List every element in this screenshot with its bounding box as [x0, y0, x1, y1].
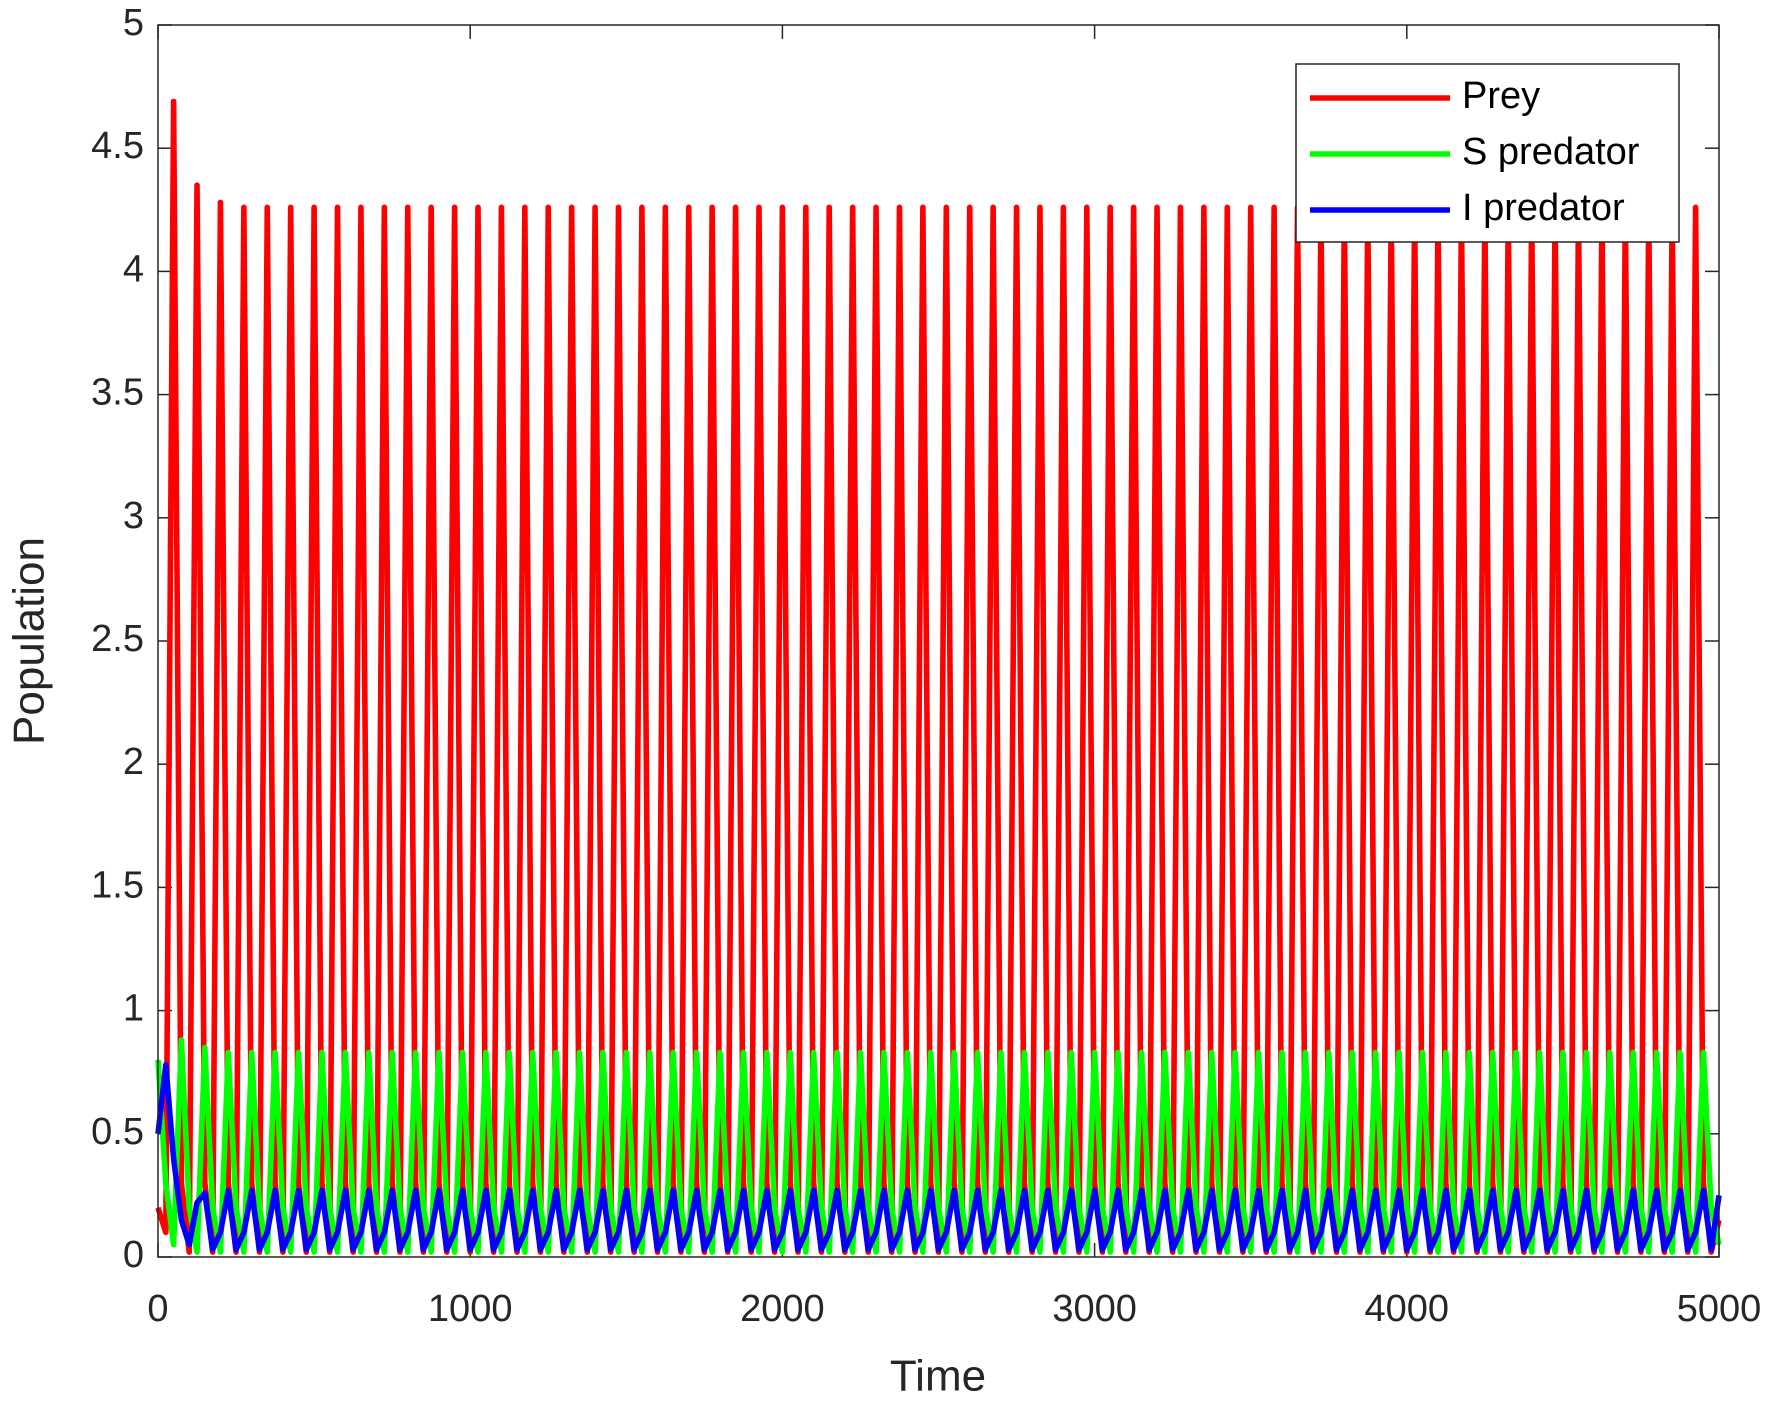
- y-tick-label: 5: [123, 2, 144, 44]
- x-tick-label: 3000: [1052, 1288, 1137, 1330]
- series-line: [155, 1062, 1722, 1253]
- x-axis-label: Time: [890, 1352, 986, 1401]
- x-tick-label: 0: [147, 1288, 168, 1330]
- y-tick-label: 2: [123, 741, 144, 783]
- x-tick-label: 2000: [740, 1288, 825, 1330]
- y-tick-label: 3.5: [91, 372, 144, 414]
- y-tick-label: 1.5: [91, 864, 144, 906]
- y-tick-label: 1: [123, 988, 144, 1030]
- y-axis-label: Population: [5, 537, 54, 745]
- y-tick-label: 2.5: [91, 618, 144, 660]
- y-tick-label: 3: [123, 495, 144, 537]
- x-tick-label: 5000: [1677, 1288, 1762, 1330]
- y-tick-label: 0: [123, 1234, 144, 1276]
- x-tick-label: 4000: [1365, 1288, 1450, 1330]
- axes-box: [157, 24, 1720, 1258]
- y-tick-label: 4: [123, 248, 144, 290]
- legend-label: Prey: [1462, 75, 1540, 117]
- y-tick-label: 0.5: [91, 1111, 144, 1153]
- legend-label: I predator: [1462, 187, 1625, 229]
- legend-label: S predator: [1462, 131, 1640, 173]
- legend: Prey S predator I predator: [1295, 63, 1680, 243]
- y-tick-label: 4.5: [91, 125, 144, 167]
- x-tick-label: 1000: [428, 1288, 513, 1330]
